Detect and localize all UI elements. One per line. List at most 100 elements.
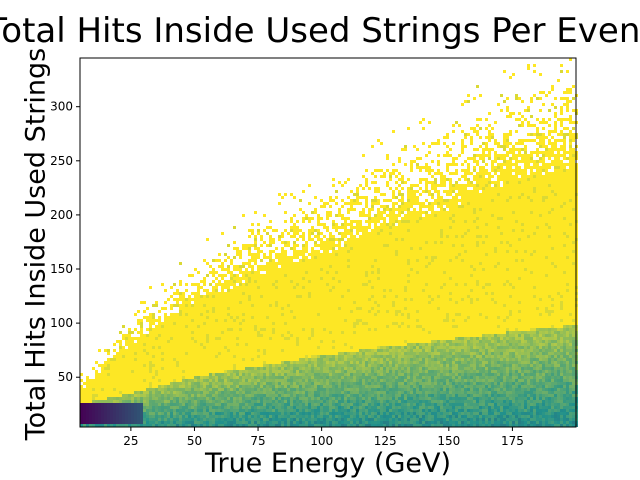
heatmap-cell: [374, 235, 377, 238]
heatmap-cell: [131, 394, 134, 397]
heatmap-cell: [341, 382, 344, 385]
heatmap-cell: [278, 316, 281, 319]
heatmap-cell: [284, 355, 287, 358]
heatmap-cell: [266, 307, 269, 310]
heatmap-cell: [368, 349, 371, 352]
heatmap-cell: [326, 367, 329, 370]
heatmap-cell: [311, 232, 314, 235]
heatmap-cell: [185, 418, 188, 421]
heatmap-cell: [254, 394, 257, 397]
heatmap-cell: [125, 352, 128, 355]
heatmap-cell: [269, 331, 272, 334]
heatmap-cell: [356, 388, 359, 391]
heatmap-cell: [302, 352, 305, 355]
heatmap-cell: [326, 328, 329, 331]
heatmap-cell: [254, 403, 257, 406]
heatmap-cell: [368, 271, 371, 274]
heatmap-cell: [122, 397, 125, 400]
heatmap-cell: [281, 277, 284, 280]
heatmap-cell: [329, 196, 332, 199]
heatmap-cell: [116, 370, 119, 373]
heatmap-cell: [254, 277, 257, 280]
heatmap-cell: [272, 403, 275, 406]
heatmap-cell: [371, 274, 374, 277]
heatmap-cell: [158, 361, 161, 364]
heatmap-cell: [149, 409, 152, 412]
heatmap-cell: [329, 346, 332, 349]
heatmap-cell: [146, 418, 149, 421]
heatmap-cell: [338, 376, 341, 379]
heatmap-cell: [356, 418, 359, 421]
heatmap-cell: [323, 298, 326, 301]
heatmap-cell: [275, 331, 278, 334]
heatmap-cell: [302, 361, 305, 364]
heatmap-cell: [134, 394, 137, 397]
heatmap-cell: [320, 340, 323, 343]
heatmap-cell: [374, 190, 377, 193]
heatmap-cell: [191, 319, 194, 322]
heatmap-cell: [350, 250, 353, 253]
heatmap-cell: [215, 337, 218, 340]
heatmap-cell: [131, 403, 134, 406]
heatmap-cell: [230, 364, 233, 367]
heatmap-cell: [311, 298, 314, 301]
heatmap-cell: [293, 316, 296, 319]
heatmap-cell: [332, 286, 335, 289]
heatmap-cell: [155, 301, 158, 304]
heatmap-cell: [308, 385, 311, 388]
heatmap-cell: [344, 340, 347, 343]
heatmap-cell: [290, 280, 293, 283]
heatmap-cell: [167, 319, 170, 322]
heatmap-cell: [350, 190, 353, 193]
heatmap-cell: [317, 412, 320, 415]
heatmap-cell: [236, 247, 239, 250]
heatmap-cell: [368, 286, 371, 289]
heatmap-cell: [281, 397, 284, 400]
heatmap-cell: [341, 238, 344, 241]
heatmap-cell: [218, 385, 221, 388]
heatmap-cell: [254, 292, 257, 295]
heatmap-cell: [128, 343, 131, 346]
heatmap-cell: [275, 349, 278, 352]
heatmap-cell: [347, 301, 350, 304]
heatmap-cell: [218, 283, 221, 286]
heatmap-cell: [320, 253, 323, 256]
heatmap-cell: [263, 253, 266, 256]
heatmap-cell: [365, 340, 368, 343]
heatmap-cell: [287, 397, 290, 400]
heatmap-cell: [323, 331, 326, 334]
heatmap-cell: [308, 238, 311, 241]
heatmap-cell: [143, 397, 146, 400]
heatmap-cell: [326, 268, 329, 271]
heatmap-cell: [212, 301, 215, 304]
heatmap-cell: [194, 334, 197, 337]
heatmap-cell: [80, 391, 83, 394]
heatmap-cell: [287, 412, 290, 415]
heatmap-cell: [269, 304, 272, 307]
heatmap-cell: [266, 274, 269, 277]
heatmap-cell: [143, 367, 146, 370]
heatmap-cell: [320, 346, 323, 349]
heatmap-cell: [275, 391, 278, 394]
heatmap-cell: [332, 394, 335, 397]
heatmap-cell: [221, 337, 224, 340]
heatmap-cell: [233, 397, 236, 400]
heatmap-cell: [344, 358, 347, 361]
heatmap-cell: [233, 358, 236, 361]
heatmap-cell: [197, 403, 200, 406]
heatmap-cell: [269, 421, 272, 424]
heatmap-cell: [302, 397, 305, 400]
heatmap-cell: [191, 298, 194, 301]
heatmap-cell: [302, 322, 305, 325]
heatmap-cell: [293, 241, 296, 244]
heatmap-cell: [218, 253, 221, 256]
heatmap-cell: [305, 379, 308, 382]
heatmap-cell: [251, 409, 254, 412]
heatmap-cell: [128, 355, 131, 358]
heatmap-cell: [338, 241, 341, 244]
heatmap-cell: [299, 364, 302, 367]
heatmap-cell: [296, 334, 299, 337]
heatmap-cell: [296, 313, 299, 316]
heatmap-cell: [257, 322, 260, 325]
heatmap-cell: [356, 364, 359, 367]
